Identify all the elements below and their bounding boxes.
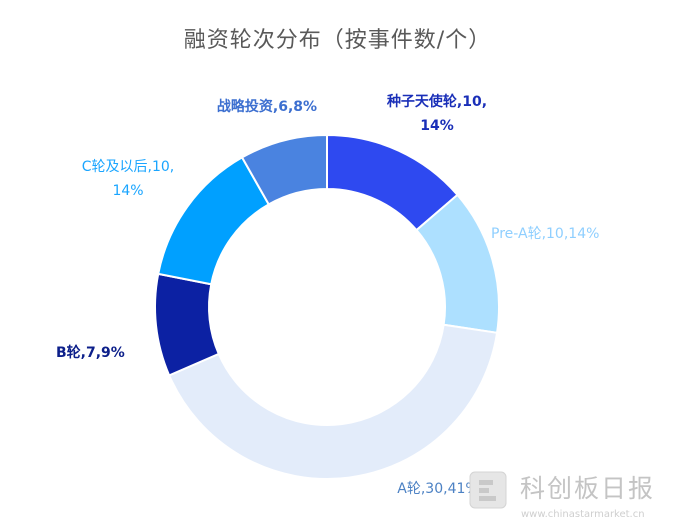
data-label-4: C轮及以后,10, [82, 159, 175, 175]
watermark: 科创板日报 www.chinastarmarket.cn [469, 471, 655, 520]
data-label-0: 14% [420, 118, 454, 134]
donut-slice-2 [167, 323, 499, 480]
donut-slice-5 [240, 133, 328, 206]
data-label-2: A轮,30,41% [397, 481, 478, 497]
watermark-logo-mark [479, 496, 496, 501]
data-label-3: B轮,7,9% [56, 344, 125, 361]
chart-title: 融资轮次分布（按事件数/个） [183, 28, 492, 53]
data-label-5: 战略投资,6,8% [217, 98, 317, 115]
data-label-1: Pre-A轮,10,14% [491, 226, 599, 242]
data-label-0: 种子天使轮,10, [386, 93, 487, 110]
watermark-logo-mark [479, 480, 493, 485]
watermark-logo-mark [479, 488, 489, 493]
watermark-text: 科创板日报 [520, 474, 655, 503]
watermark-url: www.chinastarmarket.cn [521, 509, 645, 520]
data-label-4: 14% [112, 183, 143, 199]
